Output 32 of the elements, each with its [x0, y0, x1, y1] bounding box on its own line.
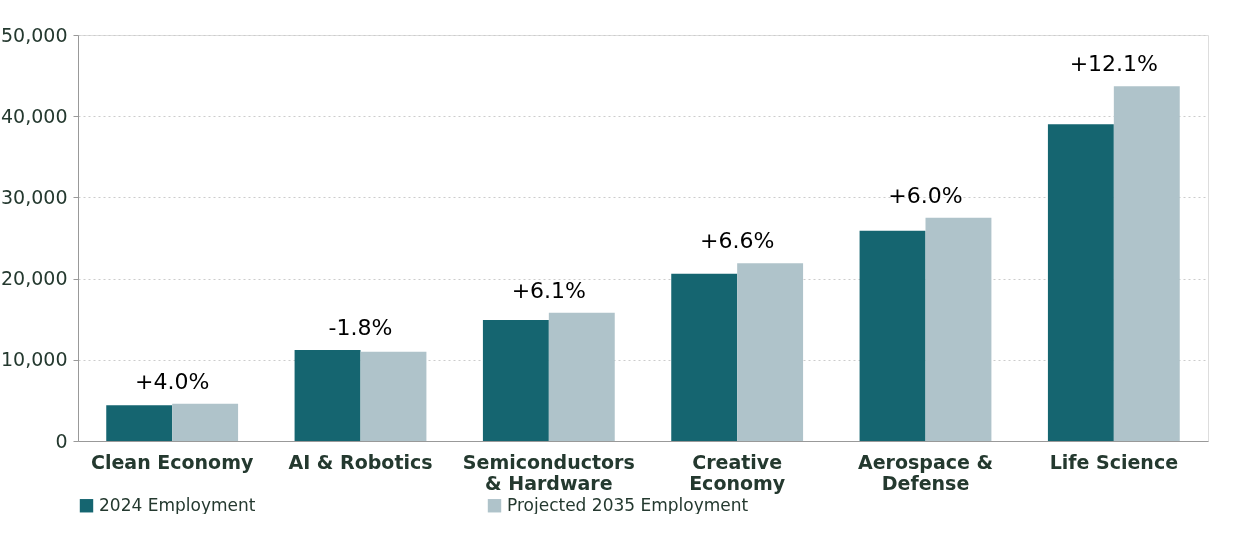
x-tick-label: Clean Economy: [90, 450, 254, 473]
bar: [482, 320, 549, 441]
x-tick-label: AI & Robotics: [288, 450, 433, 473]
bar: [737, 263, 804, 441]
bar: [548, 312, 615, 441]
bar: [859, 230, 926, 441]
y-tick-label: 30,000: [1, 185, 68, 208]
x-tick-label: Aerospace & Defense: [857, 450, 994, 494]
y-tick-label: 0: [55, 429, 68, 452]
legend-label: 2024 Employment: [99, 494, 256, 515]
bar: [172, 403, 239, 441]
annotation: +6.6%: [700, 228, 775, 254]
bar: [925, 217, 992, 441]
x-tick-label: Life Science: [1049, 450, 1179, 473]
x-tick-label: Creative Economy: [689, 450, 786, 494]
annotation: +4.0%: [135, 368, 210, 394]
bar: [1113, 86, 1180, 441]
annotation: -1.8%: [328, 315, 393, 341]
y-tick-label: 10,000: [1, 348, 68, 371]
bar: [671, 273, 738, 441]
y-tick-label: 50,000: [1, 23, 68, 46]
bar: [294, 350, 361, 441]
annotation: +12.1%: [1069, 51, 1158, 77]
bar: [106, 405, 173, 441]
x-tick-label: Semiconductors & Hardware: [462, 450, 635, 494]
bar: [1047, 124, 1114, 441]
legend-label: Projected 2035 Employment: [507, 494, 749, 515]
bar: [360, 351, 427, 441]
y-tick-label: 20,000: [1, 267, 68, 290]
y-tick-label: 40,000: [1, 104, 68, 127]
annotation: +6.1%: [511, 277, 586, 303]
annotation: +6.0%: [888, 182, 963, 208]
